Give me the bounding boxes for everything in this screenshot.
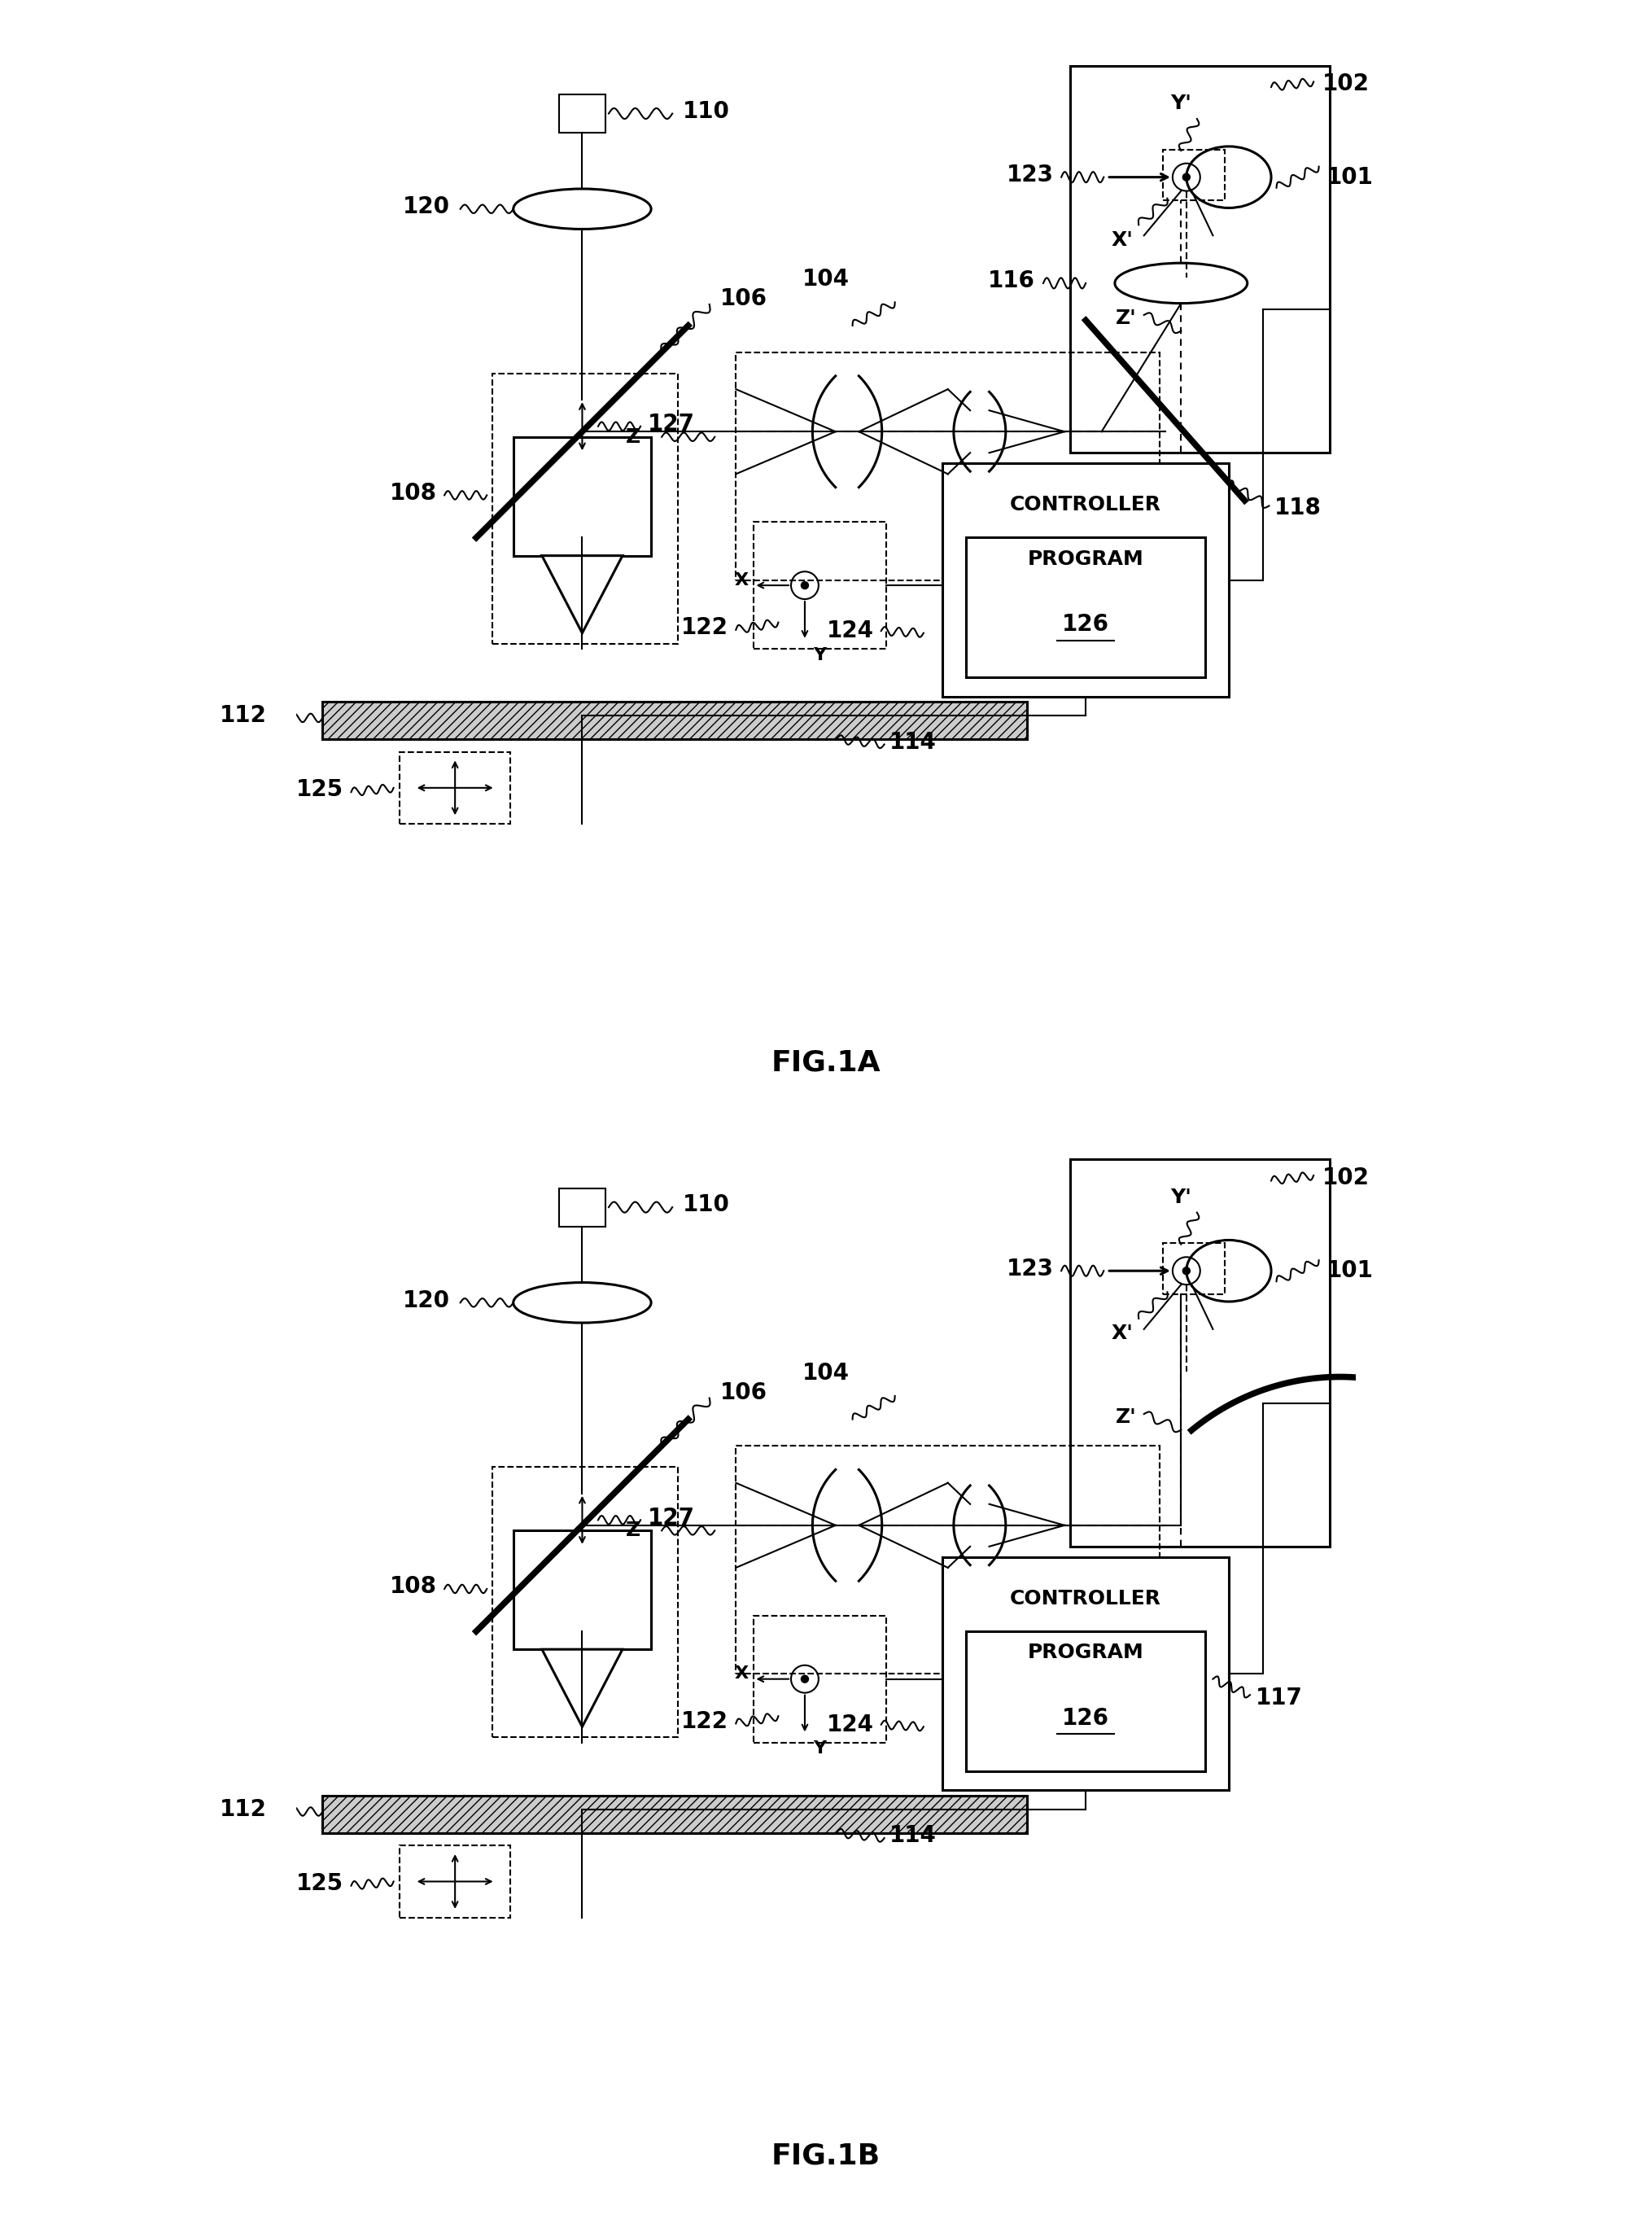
Text: PROGRAM: PROGRAM bbox=[1028, 1643, 1143, 1663]
Circle shape bbox=[1183, 172, 1191, 181]
Text: 127: 127 bbox=[648, 413, 695, 435]
Text: Y: Y bbox=[813, 1741, 826, 1757]
Text: Z': Z' bbox=[1115, 308, 1137, 328]
Bar bbox=[753, 1616, 887, 1743]
Text: Y': Y' bbox=[1171, 1187, 1191, 1208]
Text: X: X bbox=[735, 1665, 748, 1683]
Polygon shape bbox=[542, 556, 623, 634]
Text: 101: 101 bbox=[1327, 165, 1373, 187]
Bar bbox=[1163, 1243, 1224, 1295]
Text: 114: 114 bbox=[889, 730, 937, 754]
Text: 117: 117 bbox=[1256, 1687, 1302, 1710]
Bar bbox=[322, 1795, 1028, 1832]
Bar bbox=[1070, 67, 1330, 453]
Text: X: X bbox=[735, 571, 748, 589]
Bar bbox=[943, 464, 1229, 696]
Bar bbox=[1070, 1161, 1330, 1547]
Bar bbox=[966, 1632, 1206, 1772]
Circle shape bbox=[801, 580, 809, 589]
Text: CONTROLLER: CONTROLLER bbox=[1009, 1589, 1161, 1609]
Text: CONTROLLER: CONTROLLER bbox=[1009, 496, 1161, 516]
Text: 123: 123 bbox=[1006, 163, 1054, 187]
Text: 118: 118 bbox=[1274, 496, 1322, 520]
Text: Y: Y bbox=[813, 647, 826, 663]
Text: 114: 114 bbox=[889, 1824, 937, 1848]
Text: 112: 112 bbox=[220, 1799, 266, 1821]
Text: 124: 124 bbox=[826, 1714, 874, 1736]
Text: Y': Y' bbox=[1171, 94, 1191, 114]
Text: 110: 110 bbox=[682, 100, 730, 123]
Text: 120: 120 bbox=[403, 1290, 449, 1312]
Text: 126: 126 bbox=[1062, 1707, 1108, 1730]
Text: 106: 106 bbox=[720, 1382, 767, 1404]
Text: 120: 120 bbox=[403, 196, 449, 219]
Text: Z: Z bbox=[626, 426, 641, 446]
Bar bbox=[753, 522, 887, 650]
Text: Z': Z' bbox=[1115, 1408, 1137, 1426]
Text: 102: 102 bbox=[1322, 1165, 1370, 1190]
Text: 127: 127 bbox=[648, 1507, 695, 1529]
Text: PROGRAM: PROGRAM bbox=[1028, 549, 1143, 569]
Text: 108: 108 bbox=[390, 1576, 438, 1598]
Text: X': X' bbox=[1112, 1324, 1133, 1344]
Text: 122: 122 bbox=[681, 1710, 729, 1732]
Text: 104: 104 bbox=[803, 268, 849, 290]
Text: 110: 110 bbox=[682, 1194, 730, 1216]
Text: 116: 116 bbox=[988, 270, 1034, 292]
Bar bbox=[943, 1558, 1229, 1790]
Text: 104: 104 bbox=[803, 1362, 849, 1384]
Text: 123: 123 bbox=[1006, 1257, 1054, 1281]
Bar bbox=[558, 94, 606, 132]
Text: 101: 101 bbox=[1327, 1259, 1373, 1281]
Text: 122: 122 bbox=[681, 616, 729, 638]
Text: 106: 106 bbox=[720, 288, 767, 310]
Bar bbox=[322, 701, 1028, 739]
Bar bbox=[966, 538, 1206, 679]
Text: X': X' bbox=[1112, 230, 1133, 250]
Text: 125: 125 bbox=[296, 1873, 344, 1895]
Text: 124: 124 bbox=[826, 620, 874, 643]
Circle shape bbox=[1183, 1266, 1191, 1274]
Text: 112: 112 bbox=[220, 705, 266, 728]
Bar bbox=[514, 437, 651, 556]
Bar bbox=[735, 1446, 1160, 1674]
Bar bbox=[514, 1531, 651, 1649]
Bar bbox=[400, 1846, 510, 1917]
Bar bbox=[735, 353, 1160, 580]
Bar bbox=[558, 1187, 606, 1225]
Bar bbox=[492, 373, 677, 643]
Circle shape bbox=[801, 1674, 809, 1683]
Text: 126: 126 bbox=[1062, 614, 1108, 636]
Text: 108: 108 bbox=[390, 482, 438, 504]
Text: Z: Z bbox=[626, 1520, 641, 1540]
Bar bbox=[400, 752, 510, 824]
Text: 102: 102 bbox=[1322, 71, 1370, 96]
Text: FIG.1B: FIG.1B bbox=[771, 2143, 881, 2170]
Text: 125: 125 bbox=[296, 779, 344, 801]
Polygon shape bbox=[542, 1649, 623, 1728]
Bar bbox=[492, 1466, 677, 1736]
Bar bbox=[1163, 150, 1224, 201]
Text: FIG.1A: FIG.1A bbox=[771, 1049, 881, 1076]
